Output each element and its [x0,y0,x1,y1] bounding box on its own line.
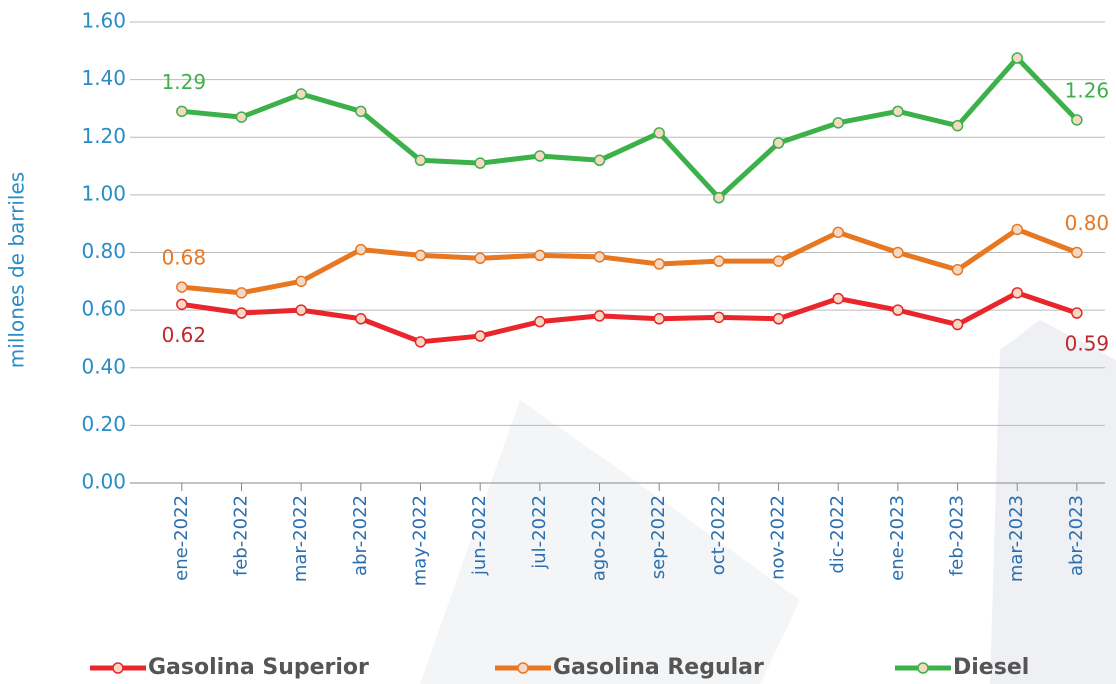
x-tick-label: dic-2022 [827,495,848,574]
point [237,308,247,318]
y-tick-label: 0.40 [81,354,126,378]
x-tick-label: mar-2022 [290,495,311,582]
point [237,112,247,122]
point [833,118,843,128]
x-tick-label: ago-2022 [589,495,610,581]
y-tick-label: 0.60 [81,297,126,321]
point [654,128,664,138]
y-tick-label: 1.40 [81,66,126,90]
point [535,250,545,260]
data-label: 1.29 [162,70,207,94]
point [535,317,545,327]
point [416,337,426,347]
y-tick-label: 0.00 [81,470,126,494]
point [953,320,963,330]
point [953,265,963,275]
point [177,299,187,309]
point [654,259,664,269]
chart: millones de barriles 0.00 0.20 0.40 0.60 0.8… [0,0,1116,684]
x-tick-label: sep-2022 [648,495,669,579]
legend-marker [518,663,528,673]
point [893,106,903,116]
series-line [182,229,1077,292]
x-tick-label: jul-2022 [529,495,550,570]
data-label: 0.62 [162,323,207,347]
point [237,288,247,298]
legend-label: Gasolina Regular [553,655,764,680]
point [475,158,485,168]
point [595,155,605,165]
y-axis-title: millones de barriles [5,172,29,368]
y-tick-label: 1.60 [81,9,126,33]
point [535,151,545,161]
point [953,121,963,131]
point [1012,53,1022,63]
y-tick-label: 1.20 [81,124,126,148]
data-label: 0.59 [1065,332,1110,356]
point [714,256,724,266]
point [356,314,366,324]
point [1072,248,1082,258]
data-label: 0.68 [162,246,207,270]
y-tick-label: 0.80 [81,239,126,263]
point [296,276,306,286]
point [595,252,605,262]
x-tick-label: oct-2022 [708,495,729,575]
point [833,227,843,237]
point [296,89,306,99]
point [714,312,724,322]
x-tick-label: may-2022 [410,495,431,586]
point [833,294,843,304]
point [416,155,426,165]
point [1012,288,1022,298]
x-tick-label: feb-2023 [947,495,968,576]
point [475,331,485,341]
point [177,282,187,292]
point [416,250,426,260]
point [774,314,784,324]
series-line [182,58,1077,198]
point [475,253,485,263]
series-line [182,293,1077,342]
point [296,305,306,315]
data-label: 1.26 [1065,78,1110,102]
x-tick-label: ene-2023 [887,495,908,581]
x-tick-label: feb-2022 [231,495,252,576]
x-tick-label: abr-2022 [350,495,371,576]
point [1072,308,1082,318]
point [595,311,605,321]
point [1072,115,1082,125]
point [774,138,784,148]
point [893,305,903,315]
point [356,106,366,116]
legend-label: Diesel [953,655,1029,680]
legend-marker [113,663,123,673]
point [774,256,784,266]
x-tick-label: jun-2022 [469,495,490,576]
x-tick-label: ene-2022 [171,495,192,581]
legend-label: Gasolina Superior [148,655,369,680]
x-tick-label: abr-2023 [1066,495,1087,576]
point [714,193,724,203]
point [893,248,903,258]
x-tick-label: nov-2022 [768,495,789,580]
point [177,106,187,116]
y-tick-label: 1.00 [81,181,126,205]
x-tick-label: mar-2023 [1006,495,1027,582]
legend-marker [918,663,928,673]
point [356,245,366,255]
y-tick-label: 0.20 [81,412,126,436]
point [1012,224,1022,234]
data-label: 0.80 [1065,211,1110,235]
point [654,314,664,324]
